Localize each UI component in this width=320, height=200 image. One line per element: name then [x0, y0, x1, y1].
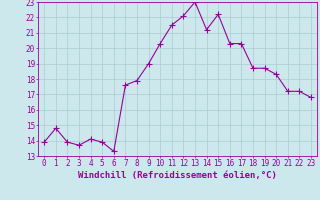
- X-axis label: Windchill (Refroidissement éolien,°C): Windchill (Refroidissement éolien,°C): [78, 171, 277, 180]
